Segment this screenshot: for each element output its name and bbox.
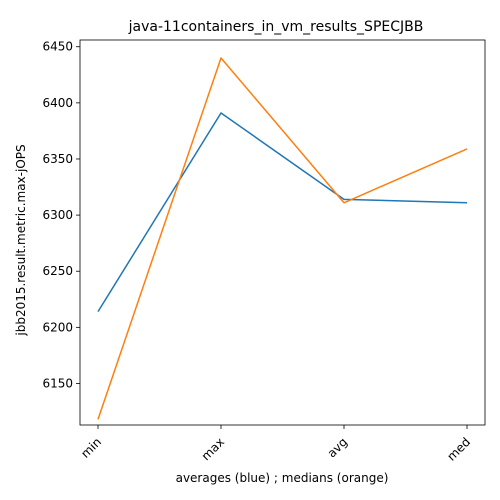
- y-tick-label: 6250: [42, 264, 73, 278]
- y-tick-label: 6150: [42, 376, 73, 390]
- series-line-1: [97, 57, 468, 420]
- plot-area: 6150 6200 6250 6300 6350 6400 6450 min max avg med: [42, 39, 486, 464]
- x-tick-label: med: [444, 435, 473, 464]
- x-tick-label: min: [78, 435, 104, 461]
- y-tick-label: 6350: [42, 152, 73, 166]
- y-tick-label: 6450: [42, 40, 73, 54]
- x-tick-label: avg: [325, 435, 351, 461]
- y-tick-label: 6200: [42, 320, 73, 334]
- x-axis-label: averages (blue) ; medians (orange): [176, 471, 389, 485]
- y-tick-label: 6300: [42, 208, 73, 222]
- chart-title: java-11containers_in_vm_results_SPECJBB: [128, 19, 424, 35]
- plot-frame: [79, 39, 486, 426]
- y-axis-label: jbb2015.result.metric.max-jOPS: [14, 144, 28, 336]
- series-line-0: [97, 112, 468, 313]
- y-tick-label: 6400: [42, 96, 73, 110]
- x-tick-label: max: [199, 435, 227, 463]
